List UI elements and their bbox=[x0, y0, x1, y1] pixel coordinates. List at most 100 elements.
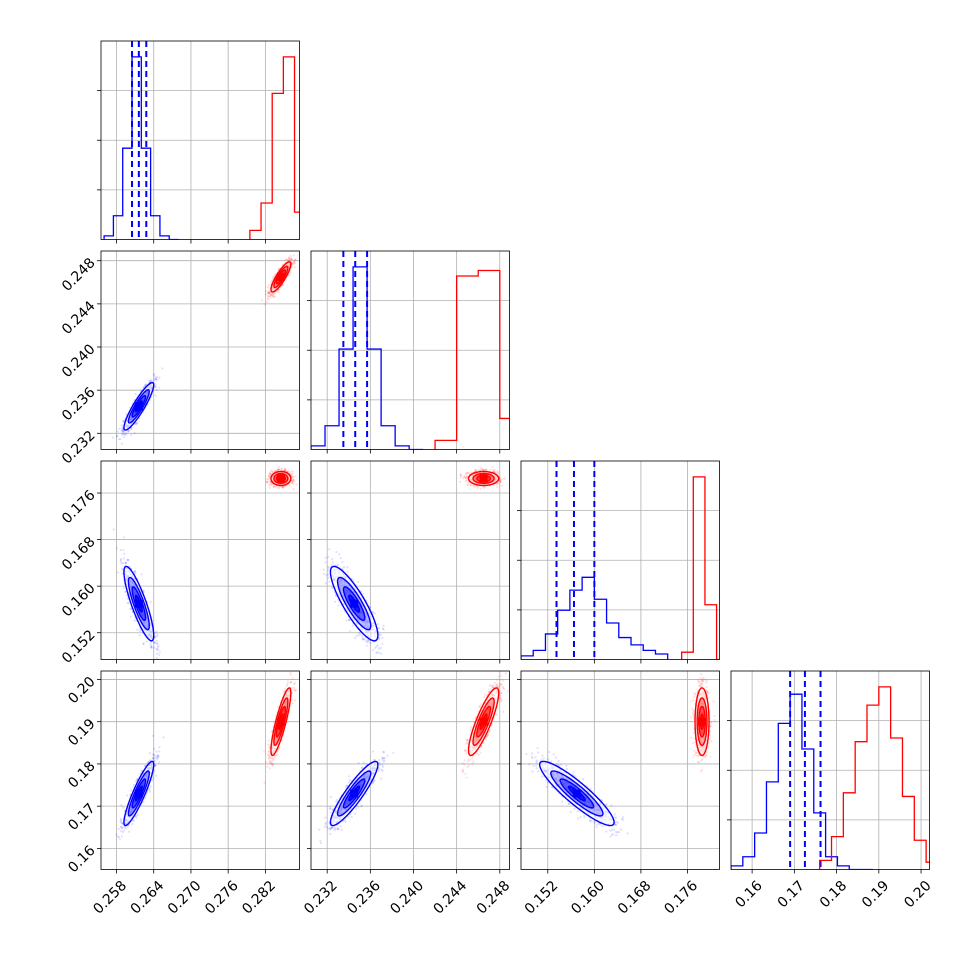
sample-point bbox=[459, 474, 462, 477]
sample-point bbox=[130, 433, 133, 436]
sample-point bbox=[267, 474, 270, 478]
sample-point bbox=[277, 268, 280, 271]
sample-point bbox=[267, 292, 270, 295]
sample-point bbox=[378, 647, 381, 650]
sample-point bbox=[273, 295, 276, 298]
sample-point bbox=[464, 476, 467, 480]
sample-point bbox=[492, 470, 495, 473]
sample-point bbox=[154, 376, 157, 379]
peak-marker bbox=[276, 272, 285, 281]
panel-frame bbox=[100, 250, 300, 450]
sample-point bbox=[292, 478, 295, 482]
sample-point bbox=[287, 259, 290, 262]
sample-point bbox=[149, 600, 152, 604]
sample-point bbox=[269, 469, 272, 472]
sample-point bbox=[152, 373, 155, 376]
sample-point bbox=[274, 273, 277, 276]
sample-point bbox=[496, 469, 499, 473]
sample-point bbox=[268, 471, 271, 474]
sample-point bbox=[136, 422, 139, 425]
sample-point bbox=[327, 569, 330, 572]
sample-point bbox=[375, 652, 378, 655]
sample-point bbox=[152, 641, 156, 644]
sample-point bbox=[291, 478, 294, 482]
sample-point bbox=[462, 477, 465, 480]
sample-point bbox=[281, 485, 285, 488]
sample-point bbox=[265, 477, 269, 481]
sample-point bbox=[330, 586, 334, 590]
panel-content bbox=[322, 465, 510, 655]
sample-point bbox=[268, 486, 271, 489]
sample-point bbox=[271, 470, 274, 473]
sample-point bbox=[335, 594, 338, 598]
sample-point bbox=[481, 468, 484, 471]
sample-point bbox=[122, 562, 125, 565]
sample-point bbox=[281, 263, 284, 266]
y-tick-label: 0.232 bbox=[59, 428, 99, 468]
sample-point bbox=[266, 481, 269, 484]
sample-point bbox=[266, 286, 270, 289]
sample-point bbox=[466, 484, 469, 487]
sample-point bbox=[288, 484, 291, 487]
sample-point bbox=[361, 638, 364, 641]
sample-point bbox=[121, 428, 124, 431]
sample-point bbox=[154, 641, 157, 644]
sample-point bbox=[271, 483, 274, 486]
panel-frame bbox=[100, 40, 300, 240]
sample-point bbox=[267, 484, 271, 487]
sample-point bbox=[322, 568, 325, 571]
sample-point bbox=[276, 469, 279, 472]
sample-point bbox=[369, 641, 372, 645]
sample-point bbox=[261, 299, 264, 302]
sample-point bbox=[119, 559, 123, 562]
sample-point bbox=[293, 258, 297, 261]
sample-point bbox=[134, 392, 137, 396]
sample-point bbox=[155, 378, 158, 381]
sample-point bbox=[269, 293, 273, 296]
sample-point bbox=[291, 262, 294, 265]
y-tick-label: 0.176 bbox=[59, 487, 99, 527]
sample-point bbox=[155, 630, 158, 633]
sample-point bbox=[376, 651, 379, 654]
sample-point bbox=[378, 633, 381, 636]
sample-point bbox=[291, 470, 294, 473]
sample-point bbox=[126, 602, 129, 605]
sample-point bbox=[292, 475, 295, 478]
sample-point bbox=[124, 561, 128, 564]
sample-point bbox=[288, 256, 291, 260]
sample-point bbox=[143, 384, 146, 387]
sample-point bbox=[293, 479, 296, 483]
sample-point bbox=[324, 582, 328, 585]
sample-point bbox=[324, 556, 327, 560]
sample-point bbox=[162, 665, 164, 667]
sample-point bbox=[498, 480, 502, 484]
sample-point bbox=[277, 267, 280, 270]
sample-point bbox=[466, 471, 469, 474]
sample-point bbox=[126, 558, 129, 562]
sample-point bbox=[341, 561, 344, 564]
sample-point bbox=[339, 556, 342, 560]
sample-point bbox=[122, 419, 125, 422]
sample-point bbox=[466, 471, 470, 475]
sample-point bbox=[291, 482, 294, 485]
sample-point bbox=[144, 383, 147, 386]
sample-point bbox=[158, 377, 161, 380]
sample-point bbox=[156, 645, 160, 649]
sample-point bbox=[120, 562, 123, 565]
sample-point bbox=[292, 478, 295, 481]
sample-point bbox=[124, 562, 127, 565]
sample-point bbox=[289, 271, 292, 274]
sample-point bbox=[266, 481, 269, 484]
sample-point bbox=[290, 257, 293, 261]
sample-point bbox=[277, 468, 281, 471]
sample-point bbox=[138, 629, 142, 633]
sample-point bbox=[291, 262, 294, 265]
sample-point bbox=[154, 383, 157, 386]
sample-point bbox=[150, 645, 153, 648]
sample-point bbox=[271, 277, 275, 280]
sample-point bbox=[277, 289, 280, 292]
sample-point bbox=[154, 394, 157, 397]
